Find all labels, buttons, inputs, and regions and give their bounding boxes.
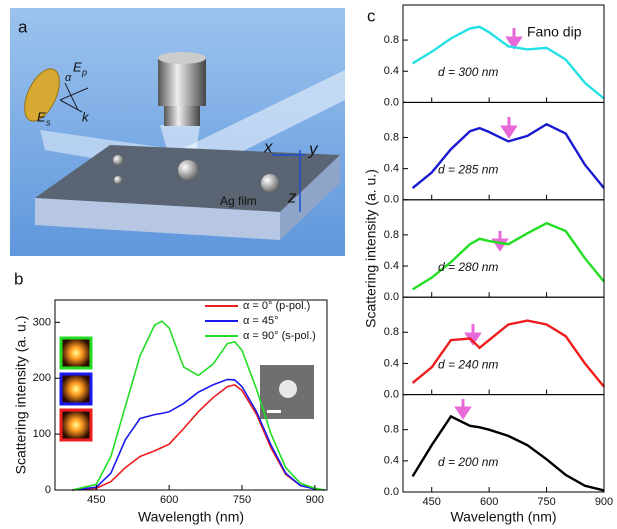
legend-label: α = 0° (p-pol.) [243, 300, 310, 312]
alpha-label: α [65, 72, 72, 84]
inset-image [61, 338, 91, 368]
es-sub: s [46, 117, 51, 127]
x-tick-label: 450 [423, 496, 441, 508]
y-axis-label: Scattering intensity (a. u.) [13, 316, 29, 475]
y-tick-label: 0.8 [384, 424, 399, 436]
annotation: Fano dip [527, 24, 582, 40]
series-label: d = 285 nm [438, 163, 498, 177]
dip-arrow [457, 399, 469, 417]
objective-body [158, 58, 206, 106]
y-tick-label: 0 [45, 484, 51, 496]
particle [114, 176, 122, 184]
ep-label: E [73, 59, 82, 74]
series-label: d = 280 nm [438, 260, 498, 274]
x-tick-label: 750 [537, 496, 555, 508]
panel-label: c [367, 6, 376, 25]
panel-a: a α E p E s k x y z Ag film [10, 8, 345, 256]
legend-label: α = 45° [243, 315, 279, 327]
y-axis-label: Scattering intensity (a. u.) [363, 169, 379, 328]
y-tick-label: 0.8 [384, 131, 399, 143]
dip-arrow [494, 231, 506, 249]
series-label: d = 300 nm [438, 65, 498, 79]
axis-label: y [308, 139, 319, 158]
y-tick-label: 0.4 [384, 260, 399, 272]
y-tick-label: 0.0 [384, 291, 399, 303]
particle [113, 155, 123, 165]
series-line [413, 416, 604, 490]
x-tick-label: 900 [306, 494, 324, 506]
series-line [413, 223, 604, 289]
particle [261, 174, 279, 192]
y-tick-label: 0.4 [384, 455, 399, 467]
y-tick-label: 0.4 [384, 65, 399, 77]
x-tick-label: 600 [160, 494, 178, 506]
inset-image [61, 410, 91, 440]
series-label: d = 200 nm [438, 455, 498, 469]
x-axis-label: Wavelength (nm) [450, 509, 556, 525]
plot-frame [403, 102, 604, 199]
particle [178, 160, 198, 180]
plot-frame [403, 5, 604, 102]
page: {"panel_a": {"label": "a", "polarizer": … [0, 0, 617, 529]
y-tick-label: 0.0 [384, 96, 399, 108]
series-label: d = 240 nm [438, 357, 498, 371]
x-tick-label: 450 [87, 494, 105, 506]
figure: a α E p E s k x y z Ag film 450 600 750 900… [0, 0, 617, 529]
y-tick-label: 0.8 [384, 229, 399, 241]
panel-label: a [18, 17, 28, 36]
axis-label: x [263, 137, 273, 156]
x-axis-label: Wavelength (nm) [138, 509, 244, 525]
y-tick-label: 100 [33, 428, 51, 440]
y-tick-label: 300 [33, 316, 51, 328]
y-tick-label: 200 [33, 372, 51, 384]
series-line [413, 321, 604, 387]
ep-sub: p [81, 67, 87, 77]
y-tick-label: 0.0 [384, 194, 399, 206]
x-tick-label: 600 [480, 496, 498, 508]
inset-image [61, 374, 91, 404]
es-label: E [37, 109, 46, 124]
y-tick-label: 0.4 [384, 163, 399, 175]
plot-frame [403, 200, 604, 297]
dip-arrow [508, 28, 520, 47]
y-tick-label: 0.0 [384, 389, 399, 401]
y-tick-label: 0.4 [384, 357, 399, 369]
dip-arrow [503, 117, 515, 136]
objective-top [158, 52, 206, 64]
legend-label: α = 90° (s-pol.) [243, 330, 316, 342]
x-tick-label: 900 [595, 496, 613, 508]
panel-label: b [14, 269, 23, 288]
substrate-label: Ag film [220, 194, 257, 208]
y-tick-label: 0.0 [384, 486, 399, 498]
axis-label: z [287, 187, 297, 206]
x-tick-label: 750 [233, 494, 251, 506]
objective-tip [164, 106, 200, 126]
sem-particle [279, 380, 297, 398]
y-tick-label: 0.8 [384, 326, 399, 338]
y-tick-label: 0.8 [384, 34, 399, 46]
scale-bar [267, 410, 281, 413]
